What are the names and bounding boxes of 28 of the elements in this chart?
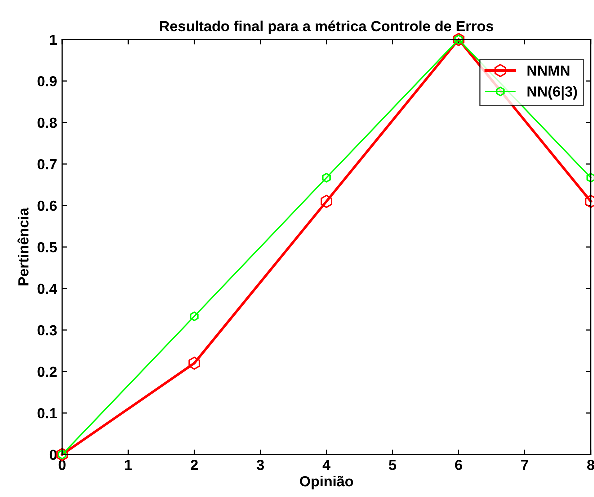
x-axis-title: Opinião	[300, 476, 354, 490]
x-tick-label: 4	[322, 460, 331, 470]
chart-title: Resultado final para a métrica Controle de Erros	[160, 20, 494, 34]
x-tick-label: 1	[125, 460, 132, 470]
legend-label: NN(6|3)	[528, 86, 578, 100]
x-tick-label: 2	[190, 460, 198, 470]
y-tick-label: 0.4	[38, 284, 58, 294]
y-tick-label: 0.3	[38, 325, 57, 336]
x-tick-label: 0	[58, 460, 66, 470]
y-tick-label: 0.6	[38, 200, 57, 212]
x-tick-label: 5	[389, 460, 396, 470]
point	[188, 356, 200, 370]
point	[320, 195, 333, 208]
x-tick-label: 6	[455, 460, 462, 470]
y-tick-label: 0.9	[38, 76, 57, 87]
y-tick-label: 0.7	[38, 159, 57, 170]
point	[586, 173, 594, 183]
y-tick-label: 0.5	[38, 242, 58, 253]
x-tick-label: 7	[522, 460, 528, 470]
legend-label: NNMN	[528, 66, 570, 76]
x-tick-label: 3	[256, 460, 264, 470]
y-tick-label: 0.8	[38, 118, 58, 128]
y-axis-title: Pertinência	[18, 208, 29, 286]
point	[190, 312, 199, 322]
y-tick-label: 1	[50, 35, 58, 46]
point	[322, 173, 332, 183]
y-tick-label: 0.2	[38, 366, 57, 378]
y-tick-label: 0.1	[38, 408, 58, 419]
